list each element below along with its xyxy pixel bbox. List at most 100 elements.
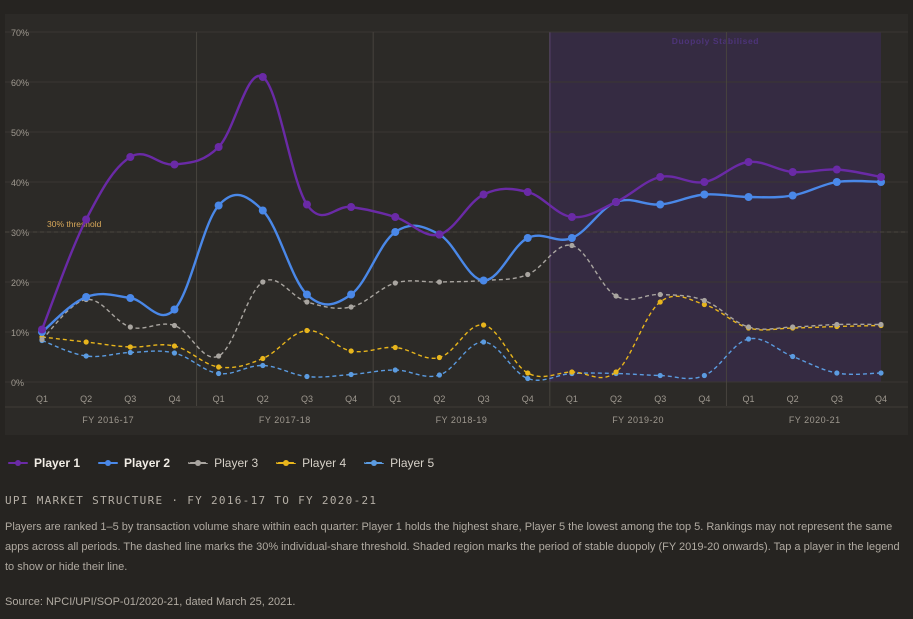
x-tick-label: Q2 xyxy=(787,394,799,404)
y-tick-label: 20% xyxy=(11,278,29,288)
data-point-player-3 xyxy=(657,291,663,298)
series-line-player-2 xyxy=(41,179,882,333)
data-point-player-5 xyxy=(304,373,310,380)
data-point-player-3 xyxy=(39,336,45,343)
legend-swatch-icon xyxy=(188,458,209,468)
data-point-player-4 xyxy=(392,344,398,351)
y-tick-label: 10% xyxy=(11,328,29,338)
data-point-player-4 xyxy=(436,354,443,361)
data-point-player-5 xyxy=(127,349,133,356)
fiscal-year-label: FY 2020-21 xyxy=(789,415,841,425)
series-line-player-4 xyxy=(41,295,882,379)
y-tick-label: 40% xyxy=(11,178,29,188)
x-tick-label: Q2 xyxy=(80,394,92,404)
data-point-player-4 xyxy=(480,322,487,328)
data-point-player-5 xyxy=(878,370,884,376)
fiscal-year-label: FY 2016-17 xyxy=(82,415,134,425)
chart-panel: Duopoly Stabilised 0% 10% 20% 30% 40% 50% 60% 70… xyxy=(5,14,908,435)
data-point-player-3 xyxy=(834,321,840,328)
data-point-player-5 xyxy=(436,372,443,378)
legend-item-player-4[interactable]: Player 4 xyxy=(276,456,346,470)
data-point-player-1 xyxy=(788,168,797,176)
data-point-player-4 xyxy=(216,364,222,370)
x-tick-label: Q3 xyxy=(831,394,843,404)
data-point-player-1 xyxy=(38,325,46,334)
data-point-player-4 xyxy=(569,369,575,375)
data-point-player-4 xyxy=(657,299,663,305)
data-point-player-2 xyxy=(214,201,223,210)
data-point-player-2 xyxy=(258,206,267,215)
x-tick-label: Q2 xyxy=(257,394,269,404)
data-point-player-1 xyxy=(214,143,223,151)
y-tick-label: 0% xyxy=(11,378,24,388)
legend-label: Player 1 xyxy=(34,456,81,470)
x-tick-label: Q1 xyxy=(743,394,755,404)
x-tick-label: Q4 xyxy=(168,394,180,404)
data-point-player-5 xyxy=(348,371,354,378)
data-point-player-2 xyxy=(788,191,797,200)
series-line-player-5 xyxy=(41,337,882,381)
y-tick-label: 70% xyxy=(11,28,29,38)
data-point-player-3 xyxy=(878,321,884,328)
legend-label: Player 5 xyxy=(390,456,435,470)
data-point-player-1 xyxy=(877,173,885,181)
shaded-region xyxy=(549,32,881,382)
data-point-player-1 xyxy=(700,178,709,186)
legend-swatch-icon xyxy=(276,458,297,468)
x-tick-label: Q1 xyxy=(36,394,48,404)
legend-swatch-icon xyxy=(364,458,385,468)
data-point-player-1 xyxy=(744,158,753,166)
data-point-player-1 xyxy=(479,190,488,199)
data-point-player-1 xyxy=(302,200,311,209)
data-point-player-5 xyxy=(83,353,89,359)
x-tick-label: Q3 xyxy=(301,394,313,404)
data-point-player-2 xyxy=(523,234,532,242)
data-point-player-4 xyxy=(127,344,133,350)
data-point-player-5 xyxy=(171,350,178,356)
data-point-player-2 xyxy=(170,305,179,314)
data-point-player-3 xyxy=(348,304,354,310)
legend-item-player-5[interactable]: Player 5 xyxy=(364,456,434,470)
data-point-player-3 xyxy=(260,279,266,285)
shaded-region-label: Duopoly Stabilised xyxy=(672,36,759,46)
data-point-player-5 xyxy=(745,336,752,342)
legend-label: Player 4 xyxy=(302,456,347,470)
data-point-player-1 xyxy=(170,160,179,169)
data-point-player-3 xyxy=(171,322,178,329)
legend-item-player-3[interactable]: Player 3 xyxy=(188,456,258,470)
data-point-player-3 xyxy=(127,324,133,330)
line-chart: Duopoly Stabilised 0% 10% 20% 30% 40% 50% 60% 70… xyxy=(5,28,908,425)
data-point-player-1 xyxy=(832,165,841,174)
data-point-player-1 xyxy=(656,173,665,181)
data-point-player-1 xyxy=(435,230,444,239)
data-point-player-3 xyxy=(613,293,619,299)
data-point-player-1 xyxy=(612,198,621,206)
source-note: Source: NPCI/UPI/SOP-01/2020-21, dated M… xyxy=(5,596,296,608)
legend-item-player-1[interactable]: Player 1 xyxy=(8,456,80,470)
x-tick-label: Q1 xyxy=(213,394,225,404)
data-point-player-2 xyxy=(302,290,311,299)
data-point-player-3 xyxy=(436,279,443,285)
x-tick-label: Q3 xyxy=(124,394,136,404)
data-point-player-5 xyxy=(480,339,487,345)
data-point-player-5 xyxy=(392,367,398,373)
data-point-player-3 xyxy=(745,324,752,330)
x-tick-label: Q3 xyxy=(654,394,666,404)
fiscal-year-label: FY 2019-20 xyxy=(612,415,664,425)
data-point-player-1 xyxy=(82,215,91,224)
data-point-player-3 xyxy=(216,353,222,359)
x-tick-label: Q3 xyxy=(478,394,490,404)
data-point-player-3 xyxy=(569,242,575,249)
x-tick-label: Q4 xyxy=(875,394,887,404)
data-point-player-2 xyxy=(82,293,91,301)
data-point-player-4 xyxy=(83,339,89,345)
x-tick-label: Q1 xyxy=(389,394,401,404)
legend-item-player-2[interactable]: Player 2 xyxy=(98,456,170,470)
data-point-player-2 xyxy=(479,276,488,285)
x-tick-label: Q4 xyxy=(345,394,357,404)
chart-description: Players are ranked 1–5 by transaction vo… xyxy=(5,521,900,573)
threshold-label: 30% threshold xyxy=(47,219,102,229)
data-point-player-3 xyxy=(701,297,707,304)
x-tick-label: Q1 xyxy=(566,394,578,404)
data-point-player-2 xyxy=(656,200,665,209)
